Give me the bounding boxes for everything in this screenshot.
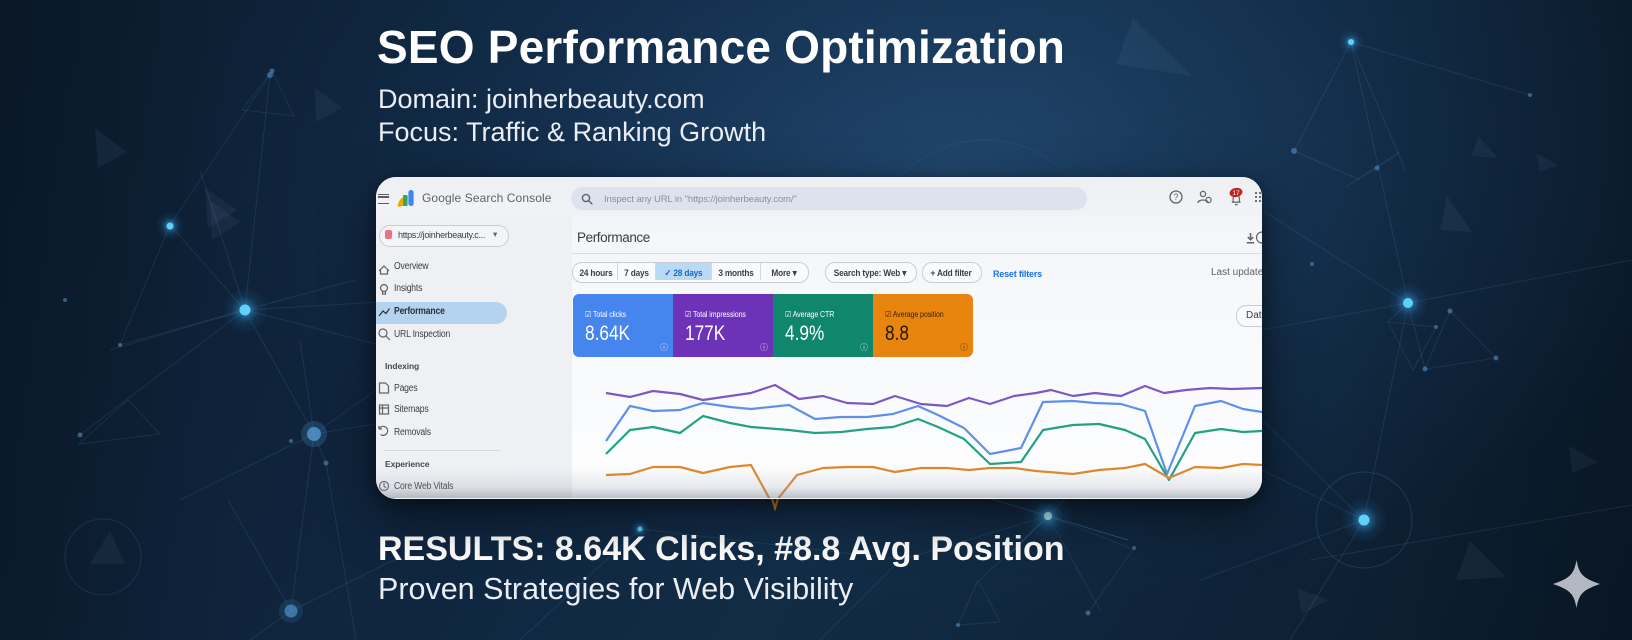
svg-text:17: 17 — [1232, 190, 1240, 197]
svg-text:?: ? — [1173, 192, 1178, 202]
